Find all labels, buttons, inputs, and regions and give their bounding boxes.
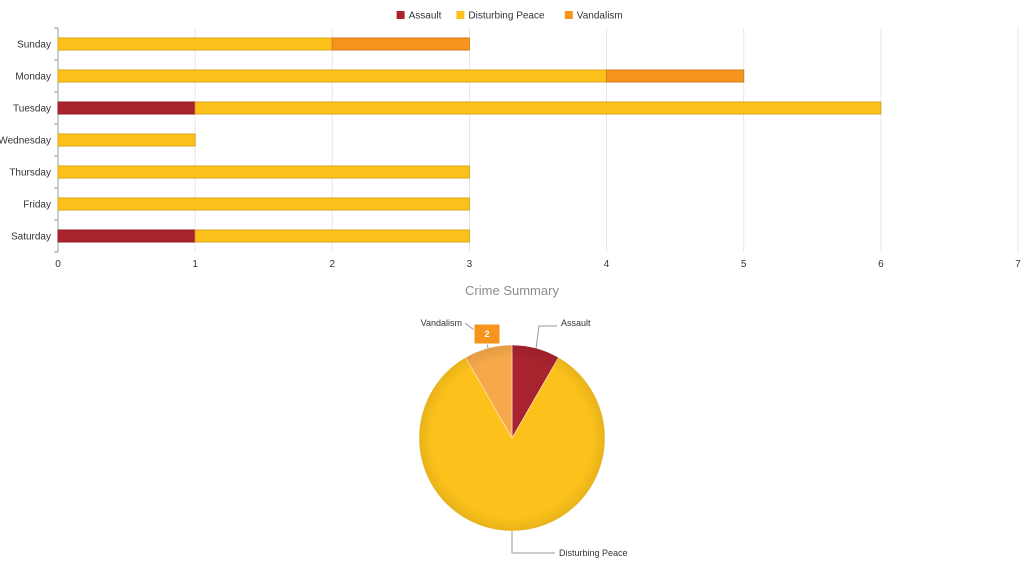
callout-disturbing-peace: Disturbing Peace xyxy=(511,531,628,558)
pie-badge-text: 2 xyxy=(484,329,489,339)
bar-chart: Assault Disturbing Peace Vandalism Sunday M… xyxy=(0,11,1021,271)
callout-label-disturbing-peace: Disturbing Peace xyxy=(559,548,628,558)
legend-swatch-vandalism xyxy=(564,11,573,19)
bar-tuesday-disturbing-peace[interactable] xyxy=(194,101,882,115)
category-label-thursday: Thursday xyxy=(9,168,51,179)
callout-line-assault xyxy=(535,325,557,349)
x-tick-label-7: 7 xyxy=(1015,259,1021,270)
legend-swatch-assault xyxy=(396,11,405,19)
legend-swatch-disturbing-peace xyxy=(456,11,465,19)
category-label-monday: Monday xyxy=(15,72,51,83)
legend-item-vandalism[interactable]: Vandalism xyxy=(564,11,623,22)
category-label-saturday: Saturday xyxy=(11,232,51,243)
category-label-wednesday: Wednesday xyxy=(0,136,51,147)
bar-saturday-assault[interactable] xyxy=(57,229,196,243)
bar-gridlines xyxy=(57,28,1019,252)
category-label-sunday: Sunday xyxy=(17,40,51,51)
callout-assault: Assault xyxy=(535,318,591,349)
category-labels: Sunday Monday Tuesday Wednesday Thursday Frid… xyxy=(0,40,51,243)
legend-label-disturbing-peace: Disturbing Peace xyxy=(468,11,545,22)
legend-label-vandalism: Vandalism xyxy=(577,11,623,22)
x-tick-labels: 0 1 2 3 4 5 6 7 xyxy=(55,259,1021,270)
x-tick-label-0: 0 xyxy=(55,259,61,270)
bar-thursday-disturbing-peace[interactable] xyxy=(57,165,470,179)
category-label-tuesday: Tuesday xyxy=(13,104,51,115)
pie-chart: Crime Summary Assault Vandalism Disturbing… xyxy=(418,283,628,558)
pie-badge: 2 xyxy=(473,323,501,345)
bar-marks xyxy=(57,37,882,243)
pie-slices xyxy=(418,344,606,532)
bar-tuesday-assault[interactable] xyxy=(57,101,196,115)
x-tick-label-6: 6 xyxy=(878,259,884,270)
x-tick-label-4: 4 xyxy=(604,259,610,270)
callout-label-assault: Assault xyxy=(561,318,591,328)
legend-item-disturbing-peace[interactable]: Disturbing Peace xyxy=(456,11,545,22)
x-tick-label-2: 2 xyxy=(330,259,336,270)
x-tick-label-3: 3 xyxy=(467,259,473,270)
pie-badge-vandalism: 2 xyxy=(473,323,501,345)
x-tick-label-5: 5 xyxy=(741,259,747,270)
bar-saturday-disturbing-peace[interactable] xyxy=(194,229,470,243)
pie-badge-box xyxy=(473,323,501,345)
bar-axes xyxy=(54,27,59,253)
bar-friday-disturbing-peace[interactable] xyxy=(57,197,470,211)
category-label-friday: Friday xyxy=(23,200,51,211)
bar-legend: Assault Disturbing Peace Vandalism xyxy=(396,11,623,22)
pie-title: Crime Summary xyxy=(465,283,559,298)
bar-wednesday-disturbing-peace[interactable] xyxy=(57,133,196,147)
legend-label-assault: Assault xyxy=(409,11,442,22)
bar-sunday-disturbing-peace[interactable] xyxy=(57,37,333,51)
callout-label-vandalism: Vandalism xyxy=(421,318,462,328)
bar-sunday-vandalism[interactable] xyxy=(331,37,470,51)
callout-line-disturbing-peace xyxy=(511,531,555,554)
legend-item-assault[interactable]: Assault xyxy=(396,11,442,22)
bar-monday-disturbing-peace[interactable] xyxy=(57,69,608,83)
bar-monday-vandalism[interactable] xyxy=(606,69,745,83)
pie-callouts: Assault Vandalism Disturbing Peace xyxy=(421,318,628,558)
x-tick-label-1: 1 xyxy=(192,259,198,270)
